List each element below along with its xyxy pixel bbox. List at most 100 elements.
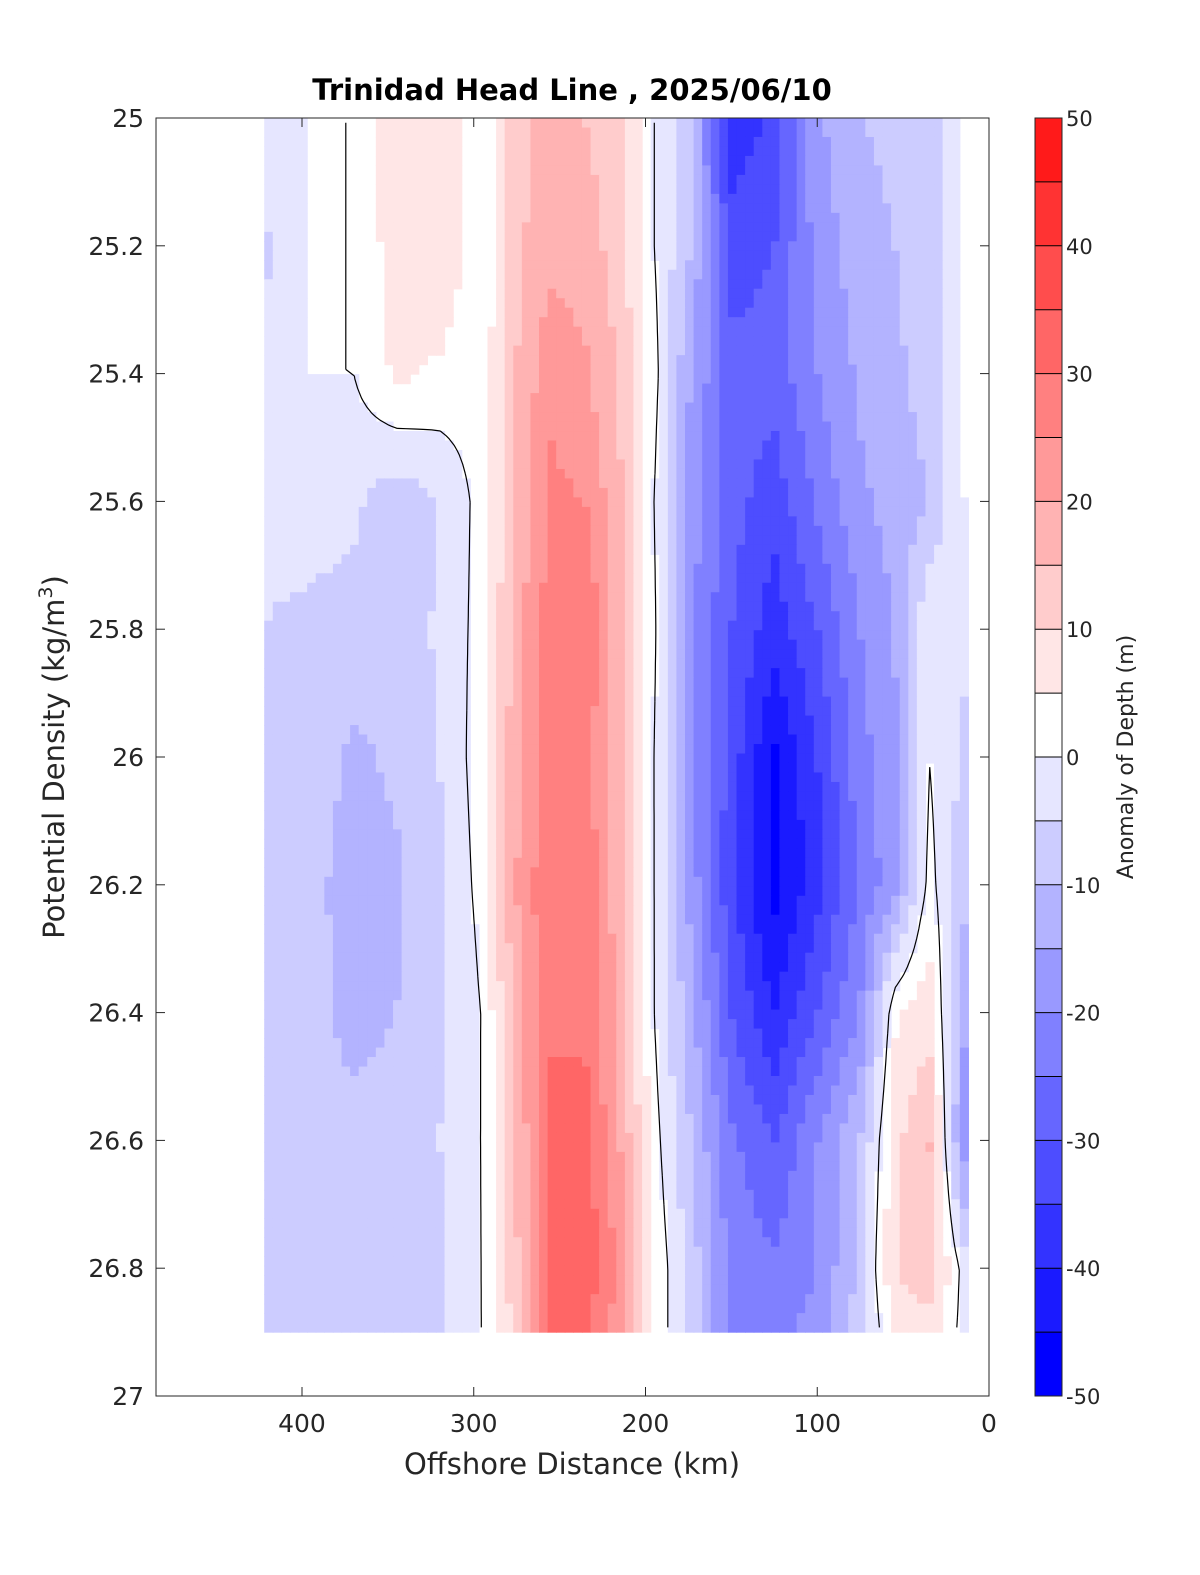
contour-cell <box>882 193 892 204</box>
contour-cell <box>272 506 282 517</box>
contour-cell <box>839 753 849 764</box>
contour-cell <box>882 687 892 698</box>
contour-cell <box>427 222 437 233</box>
contour-cell <box>865 298 875 309</box>
contour-cell <box>530 440 540 451</box>
contour-cell <box>839 544 849 555</box>
contour-cell <box>427 554 437 565</box>
contour-cell <box>822 620 832 631</box>
contour-cell <box>350 563 360 574</box>
contour-cell <box>702 383 712 394</box>
contour-cell <box>590 174 600 185</box>
contour-cell <box>616 165 626 176</box>
contour-cell <box>418 431 428 442</box>
contour-cell <box>779 592 789 603</box>
contour-cell <box>727 165 738 176</box>
contour-cell <box>916 260 927 271</box>
contour-cell <box>650 762 660 774</box>
contour-cell <box>865 734 875 745</box>
contour-cell <box>599 725 609 736</box>
contour-cell <box>521 516 532 527</box>
contour-cell <box>298 136 308 148</box>
contour-cell <box>556 326 566 337</box>
contour-cell <box>616 639 626 650</box>
contour-cell <box>496 212 506 223</box>
contour-cell <box>547 706 557 717</box>
contour-cell <box>547 269 557 280</box>
contour-cell <box>727 649 738 660</box>
contour-cell <box>427 146 437 157</box>
contour-cell <box>289 345 300 356</box>
contour-cell <box>298 212 308 223</box>
contour-cell <box>581 269 592 280</box>
contour-cell <box>830 639 841 650</box>
contour-cell <box>685 136 695 148</box>
contour-cell <box>315 383 325 394</box>
contour-cell <box>521 317 532 328</box>
contour-cell <box>521 630 532 641</box>
contour-cell <box>410 269 420 280</box>
contour-cell <box>590 307 600 318</box>
contour-cell <box>727 592 738 603</box>
contour-cell <box>676 203 686 214</box>
contour-cell <box>753 421 763 432</box>
contour-cell <box>435 573 446 584</box>
contour-cell <box>315 421 325 432</box>
contour-cell <box>332 440 343 451</box>
contour-cell <box>590 715 600 726</box>
contour-cell <box>539 449 549 461</box>
contour-cell <box>856 573 866 584</box>
contour-cell <box>289 241 300 252</box>
contour-cell <box>916 535 927 546</box>
contour-cell <box>762 753 772 764</box>
contour-cell <box>530 260 540 271</box>
contour-cell <box>848 601 858 612</box>
contour-cell <box>934 497 944 508</box>
contour-cell <box>822 554 832 565</box>
contour-cell <box>908 431 918 442</box>
contour-cell <box>839 193 849 204</box>
contour-cell <box>676 212 686 223</box>
contour-cell <box>281 459 291 470</box>
contour-cell <box>298 165 308 176</box>
contour-cell <box>899 336 909 347</box>
contour-cell <box>315 715 325 726</box>
contour-cell <box>281 734 291 745</box>
contour-cell <box>727 155 738 167</box>
contour-cell <box>822 118 832 129</box>
contour-cell <box>607 307 617 318</box>
contour-cell <box>393 677 403 688</box>
contour-cell <box>530 402 540 413</box>
contour-cell <box>727 393 738 404</box>
contour-cell <box>289 525 300 536</box>
contour-cell <box>504 592 514 603</box>
contour-cell <box>856 279 866 290</box>
contour-cell <box>839 525 849 536</box>
contour-cell <box>848 696 858 707</box>
contour-cell <box>264 687 274 698</box>
contour-cell <box>401 345 411 356</box>
contour-cell <box>521 459 532 470</box>
contour-cell <box>556 696 566 707</box>
contour-cell <box>770 497 781 508</box>
contour-cell <box>693 554 703 565</box>
contour-cell <box>272 516 282 527</box>
contour-cell <box>667 203 678 214</box>
contour-cell <box>702 317 712 328</box>
contour-cell <box>813 563 823 574</box>
contour-cell <box>925 402 935 413</box>
contour-cell <box>547 165 557 176</box>
contour-cell <box>753 222 763 233</box>
contour-cell <box>607 412 617 423</box>
contour-cell <box>298 620 308 631</box>
contour-cell <box>272 421 282 432</box>
contour-cell <box>951 725 961 736</box>
contour-cell <box>453 459 463 470</box>
contour-cell <box>418 288 428 299</box>
contour-cell <box>530 412 540 423</box>
contour-cell <box>393 649 403 660</box>
contour-cell <box>281 478 291 489</box>
contour-cell <box>341 468 351 480</box>
contour-cell <box>848 212 858 223</box>
contour-cell <box>264 317 274 328</box>
